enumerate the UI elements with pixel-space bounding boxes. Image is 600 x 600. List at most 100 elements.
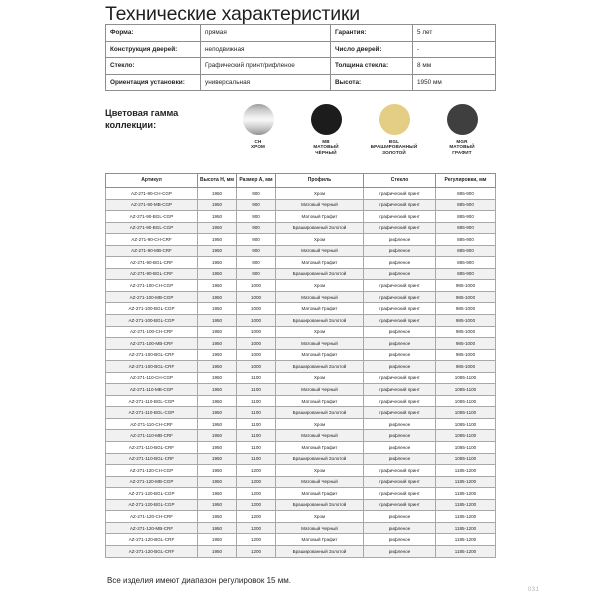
table-row: AZ-271-90-CH-CGP 1950 900 Хром графический п… [105, 187, 496, 200]
product-table-cell: Брашированный Золотой [275, 498, 364, 512]
product-table-cell: рифленое [363, 244, 436, 258]
product-table-cell: 1185-1200 [435, 521, 496, 535]
product-table-body: AZ-271-90-CH-CGP 1950 900 Хром графический п… [105, 187, 496, 558]
product-table-cell: Матовый Графит [275, 394, 364, 408]
product-table-cell: 900 [236, 256, 276, 269]
table-row: AZ-271-90-BGL-CRF 1950 900 Брашированный Зо… [105, 267, 496, 281]
spec-row-value: универсальная [200, 73, 331, 91]
product-table-cell: Матовый Черный [275, 198, 364, 212]
color-swatch-code: MGR [456, 139, 468, 144]
product-table-cell: 900 [236, 244, 276, 258]
product-table-cell: 1950 [197, 210, 237, 223]
product-table-cell: 1185-1200 [435, 498, 496, 512]
product-table-cell: 1100 [236, 406, 276, 419]
table-row: AZ-271-110-MB-CRF 1950 1100 Матовый Черный р… [105, 429, 496, 443]
product-table-cell: 1100 [236, 394, 276, 408]
product-table-cell: 900 [236, 221, 276, 235]
product-table-cell: 1200 [236, 487, 276, 500]
color-palette-section: Цветовая гамма коллекции: CH ХРОМ MB МАТОВЫ… [105, 104, 495, 170]
product-table-header-row: Артикул Высота H, мм Размер A, мм Профиль Ст… [105, 173, 496, 188]
color-swatch-name: БРАШИРОВАННЫЙ ЗОЛОТОЙ [370, 144, 418, 156]
product-table-cell: Матовый Графит [275, 348, 364, 362]
product-table-cell: Матовый Графит [275, 256, 364, 269]
product-table-cell: 1085-1100 [435, 429, 496, 443]
color-swatch-row: CH ХРОМ MB МАТОВЫЙ ЧЁРНЫЙ BGL БРАШИРОВАННЫЙ З… [225, 104, 495, 170]
product-table-cell: рифленое [363, 441, 436, 454]
product-table-cell: Хром [275, 279, 364, 292]
product-table-cell: Хром [275, 233, 364, 246]
product-table-cell: 1185-1200 [435, 510, 496, 523]
product-table-cell: 985-1000 [435, 337, 496, 350]
product-table-cell: 1950 [197, 521, 237, 535]
product-table-cell: 1100 [236, 383, 276, 396]
product-table-cell: графический принт [363, 487, 436, 500]
product-table-cell: AZ-271-100-CH-CRF [105, 325, 198, 339]
spec-row-label-2: Высота: [330, 73, 413, 91]
product-table-cell: рифленое [363, 348, 436, 362]
product-table-cell: AZ-271-120-CH-CRF [105, 510, 198, 523]
product-table-cell: графический принт [363, 498, 436, 512]
product-table-cell: графический принт [363, 221, 436, 235]
product-table-cell: 1950 [197, 314, 237, 327]
product-table-cell: AZ-271-90-CH-CRF [105, 233, 198, 246]
table-row: AZ-271-110-BGL-CRF 1950 1100 Матовый Графит… [105, 441, 496, 454]
product-table-cell: AZ-271-110-MB-CGP [105, 383, 198, 396]
product-table-cell: 985-1000 [435, 360, 496, 373]
product-table-cell: 900 [236, 187, 276, 200]
product-table-cell: 1950 [197, 498, 237, 512]
product-table-cell: рифленое [363, 233, 436, 246]
product-table-cell: 1950 [197, 233, 237, 246]
table-row: AZ-271-90-MB-CGP 1950 900 Матовый Черный гра… [105, 198, 496, 212]
spec-row-label-2: Число дверей: [330, 40, 413, 58]
product-table-cell: 885-900 [435, 198, 496, 212]
product-table-cell: 985-1000 [435, 302, 496, 315]
product-table-cell: рифленое [363, 417, 436, 431]
product-table-cell: графический принт [363, 475, 436, 489]
product-table-cell: AZ-271-110-CH-CGP [105, 371, 198, 385]
color-swatch-name: ХРОМ [250, 144, 266, 149]
product-table-cell: 1000 [236, 290, 276, 304]
table-row: AZ-271-90-MB-CRF 1950 900 Матовый Черный риф… [105, 244, 496, 258]
specification-table-body: Форма: прямая Гарантия: 5 лет Конструкция дв… [105, 24, 496, 91]
product-table-cell: Брашированный Золотой [275, 221, 364, 235]
product-table-cell: AZ-271-110-BGL-CRF [105, 441, 198, 454]
product-table-cell: графический принт [363, 290, 436, 304]
product-table-header-cell: Регулировки, мм [435, 173, 496, 188]
product-table-cell: 900 [236, 233, 276, 246]
product-table-header-cell: Стекло [363, 173, 436, 188]
product-table-cell: графический принт [363, 383, 436, 396]
product-table-cell: 1950 [197, 510, 237, 523]
product-table-cell: Матовый Графит [275, 533, 364, 546]
product-table-cell: 885-900 [435, 210, 496, 223]
product-table-cell: 985-1000 [435, 314, 496, 327]
product-table-cell: 1950 [197, 348, 237, 362]
table-row: AZ-271-110-BGL-CRF 1950 1100 Брашированный … [105, 452, 496, 466]
table-row: AZ-271-120-CH-CGP 1950 1200 Хром графический… [105, 464, 496, 477]
product-table-cell: 1185-1200 [435, 464, 496, 477]
table-row: AZ-271-100-CH-CGP 1950 1000 Хром графический… [105, 279, 496, 292]
product-table-cell: AZ-271-90-MB-CRF [105, 244, 198, 258]
table-row: AZ-271-100-MB-CGP 1950 1000 Матовый Черный г… [105, 290, 496, 304]
product-table-cell: 1950 [197, 429, 237, 443]
product-table-cell: AZ-271-100-CH-CGP [105, 279, 198, 292]
product-table-head: Артикул Высота H, мм Размер A, мм Профиль Ст… [105, 173, 496, 188]
product-table-cell: рифленое [363, 267, 436, 281]
product-table-cell: 1000 [236, 337, 276, 350]
table-row: AZ-271-110-CH-CRF 1950 1100 Хром рифленое 108… [105, 417, 496, 431]
spec-row-value: Графический принт/рифленое [200, 57, 331, 75]
product-table-cell: графический принт [363, 394, 436, 408]
product-table-cell: 1185-1200 [435, 487, 496, 500]
color-swatch-code: CH [254, 139, 262, 144]
product-table-cell: графический принт [363, 210, 436, 223]
product-table-cell: 1950 [197, 267, 237, 281]
product-table-cell: 1950 [197, 371, 237, 385]
footer-note: Все изделия имеют диапазон регулировок 1… [107, 576, 291, 585]
product-table-cell: Матовый Графит [275, 210, 364, 223]
product-table-cell: 1200 [236, 544, 276, 558]
product-table-cell: 1950 [197, 383, 237, 396]
color-swatch-ch: CH ХРОМ [225, 104, 291, 150]
product-table-cell: рифленое [363, 429, 436, 443]
product-table-cell: AZ-271-90-BGL-CGP [105, 210, 198, 223]
product-table-cell: графический принт [363, 279, 436, 292]
